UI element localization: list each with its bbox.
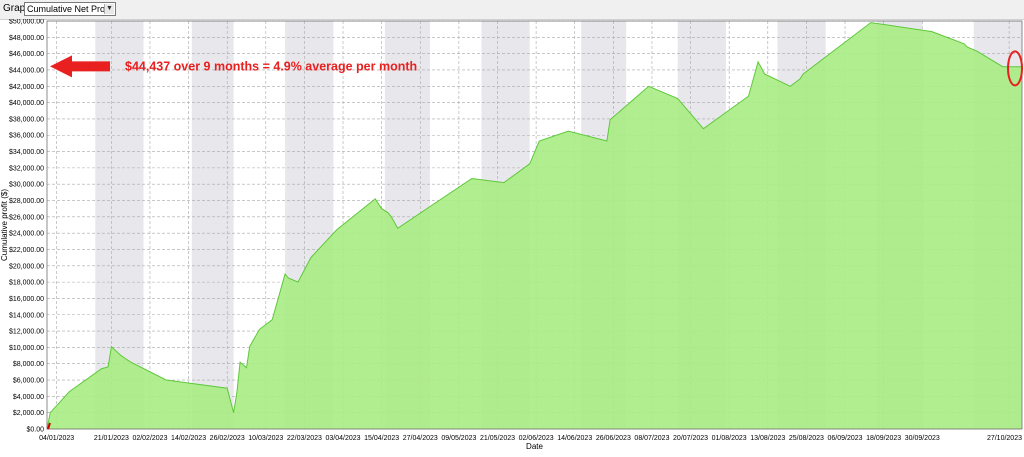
x-tick-label: 26/02/2023	[210, 435, 245, 442]
cumulative-profit-area	[47, 22, 1022, 429]
red-ellipse-icon	[1007, 50, 1023, 87]
x-tick-label: 27/04/2023	[403, 435, 438, 442]
y-tick-label: $30,000.00	[9, 182, 44, 189]
x-tick-label: 30/09/2023	[905, 435, 940, 442]
x-tick-label: 02/02/2023	[132, 435, 167, 442]
y-tick-label: $50,000.00	[9, 19, 44, 26]
x-tick-label: 03/04/2023	[326, 435, 361, 442]
x-tick-label: 26/06/2023	[596, 435, 631, 442]
annotation: $44,437 over 9 months = 4.9% average per…	[47, 50, 1023, 430]
x-tick-label: 18/09/2023	[866, 435, 901, 442]
y-tick-label: $0.00	[26, 427, 44, 434]
left-arrow-icon	[50, 55, 110, 78]
y-tick-label: $34,000.00	[9, 149, 44, 156]
annotation-text: $44,437 over 9 months = 4.9% average per…	[125, 59, 417, 73]
cumulative-profit-chart: $0.00 $2,000.00 $4,000.00 $6,000.00 $8,000.0…	[0, 19, 1023, 451]
x-tick-label: 22/03/2023	[287, 435, 322, 442]
graph-toolbar: Graph Cumulative Net Profit ▼	[0, 0, 1024, 20]
x-axis-tick-labels: 04/01/2023 21/01/2023 02/02/2023 14/02/2023…	[39, 435, 1022, 442]
x-tick-label: 06/09/2023	[827, 435, 862, 442]
y-tick-label: $4,000.00	[13, 394, 44, 401]
y-tick-label: $40,000.00	[9, 100, 44, 107]
x-tick-label: 25/08/2023	[789, 435, 824, 442]
y-axis-tick-labels: $0.00 $2,000.00 $4,000.00 $6,000.00 $8,000.0…	[9, 19, 44, 434]
x-tick-label: 21/05/2023	[480, 435, 515, 442]
graph-label: Graph	[3, 3, 31, 14]
x-tick-label: 14/06/2023	[557, 435, 592, 442]
shaded-band	[191, 21, 234, 429]
y-tick-label: $22,000.00	[9, 247, 44, 254]
start-marker	[47, 422, 51, 430]
y-tick-label: $12,000.00	[9, 329, 44, 336]
y-tick-label: $2,000.00	[13, 410, 44, 417]
cumulative-profit-line	[46, 22, 1022, 430]
y-tick-label: $14,000.00	[9, 312, 44, 319]
x-tick-label: 01/08/2023	[712, 435, 747, 442]
x-tick-label: 20/07/2023	[673, 435, 708, 442]
x-tick-label: 27/10/2023	[987, 435, 1022, 442]
y-tick-label: $16,000.00	[9, 296, 44, 303]
y-tick-label: $26,000.00	[9, 214, 44, 221]
x-tick-label: 10/03/2023	[248, 435, 283, 442]
y-tick-label: $38,000.00	[9, 116, 44, 123]
y-tick-label: $10,000.00	[9, 345, 44, 352]
x-tick-label: 08/07/2023	[634, 435, 669, 442]
graph-type-value: Cumulative Net Profit	[27, 4, 113, 14]
y-tick-label: $36,000.00	[9, 133, 44, 140]
x-axis-label: Date	[526, 442, 543, 451]
y-tick-label: $32,000.00	[9, 165, 44, 172]
x-tick-label: 02/06/2023	[519, 435, 554, 442]
x-tick-label: 15/04/2023	[364, 435, 399, 442]
x-tick-label: 04/01/2023	[39, 435, 74, 442]
y-tick-label: $44,000.00	[9, 67, 44, 74]
y-tick-label: $28,000.00	[9, 198, 44, 205]
y-tick-label: $24,000.00	[9, 231, 44, 238]
graph-type-dropdown[interactable]: Cumulative Net Profit ▼	[24, 2, 116, 16]
y-tick-label: $8,000.00	[13, 361, 44, 368]
x-tick-label: 14/02/2023	[171, 435, 206, 442]
y-tick-label: $18,000.00	[9, 280, 44, 287]
y-tick-label: $42,000.00	[9, 84, 44, 91]
x-tick-label: 21/01/2023	[94, 435, 129, 442]
y-tick-label: $48,000.00	[9, 35, 44, 42]
chart-axes	[46, 20, 1023, 430]
x-tick-label: 09/05/2023	[441, 435, 476, 442]
plot-frame	[46, 20, 1023, 430]
y-tick-label: $20,000.00	[9, 263, 44, 270]
y-tick-label: $46,000.00	[9, 51, 44, 58]
chevron-down-icon[interactable]: ▼	[104, 4, 114, 14]
y-tick-label: $6,000.00	[13, 378, 44, 385]
x-tick-label: 13/08/2023	[750, 435, 785, 442]
y-axis-label: Cumulative profit ($)	[0, 189, 9, 261]
